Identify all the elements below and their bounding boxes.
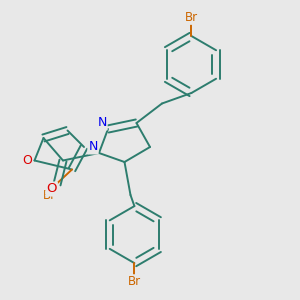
Text: Br: Br [43,189,56,202]
Text: O: O [46,182,57,196]
Text: N: N [88,140,98,154]
Text: Br: Br [128,275,141,288]
Text: N: N [97,116,107,130]
Text: Br: Br [185,11,198,24]
Text: O: O [22,154,32,167]
